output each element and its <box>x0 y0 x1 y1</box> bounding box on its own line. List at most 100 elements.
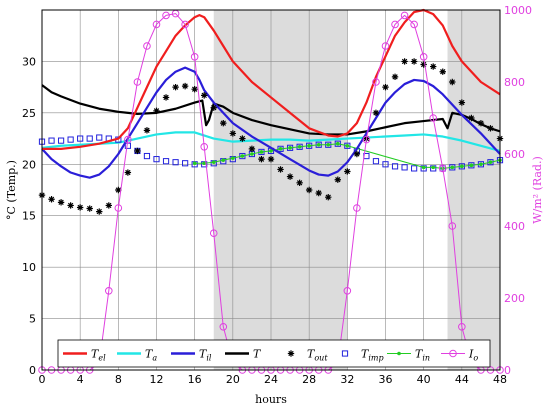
x-tick-label: 8 <box>115 373 122 386</box>
data-point <box>326 142 331 147</box>
data-point <box>401 164 408 171</box>
data-point <box>239 152 246 160</box>
legend-item: Tin <box>387 348 430 363</box>
data-point <box>438 164 447 173</box>
data-point <box>202 161 207 166</box>
data-point <box>114 204 123 212</box>
legend-label: Io <box>468 348 478 363</box>
data-point <box>248 145 256 153</box>
data-point <box>353 204 361 212</box>
y-axis-label-left: °C (Temp.) <box>5 160 18 220</box>
x-tick-label: 36 <box>379 373 393 386</box>
data-point <box>104 287 113 295</box>
y-tick-label-left: 5 <box>29 313 36 326</box>
data-point <box>57 199 65 206</box>
data-point <box>143 42 151 50</box>
data-point <box>382 161 389 168</box>
legend-item: Io <box>441 348 478 363</box>
data-point <box>353 150 361 158</box>
data-point <box>258 155 265 163</box>
data-point <box>411 165 418 172</box>
data-point <box>372 109 380 117</box>
data-point <box>288 146 292 150</box>
tick-labels: 0 4 8 12 16 20 24 28 32 36 40 44 4805101520253002004… <box>22 4 532 386</box>
data-point <box>372 78 380 86</box>
legend-label: Tout <box>307 348 328 363</box>
data-point <box>487 125 494 132</box>
x-tick-label: 24 <box>264 373 278 386</box>
series-t-il <box>41 66 501 179</box>
legend-item: Til <box>171 348 212 363</box>
legend-marker <box>397 351 401 356</box>
y-tick-label-right: 400 <box>504 220 525 233</box>
x-axis-label: hours <box>255 393 287 406</box>
legend-item: T <box>225 348 262 361</box>
data-point <box>267 155 275 163</box>
data-point <box>307 143 311 148</box>
data-point <box>153 156 160 163</box>
data-point <box>401 58 408 65</box>
data-point <box>153 107 160 114</box>
data-point <box>450 165 455 170</box>
x-tick-label: 16 <box>188 373 202 386</box>
shaded-region <box>447 10 500 370</box>
data-point <box>231 156 235 160</box>
data-point <box>297 145 302 149</box>
legend-label: Tin <box>415 348 430 363</box>
legend-item: Timp <box>341 348 384 363</box>
y-tick-label-left: 30 <box>22 55 36 68</box>
series-layer <box>38 8 504 374</box>
data-point <box>152 20 161 29</box>
x-tick-label: 32 <box>340 373 354 386</box>
data-point <box>410 58 418 65</box>
night-shading <box>213 10 500 370</box>
data-point <box>429 114 438 122</box>
data-point <box>420 61 427 68</box>
x-tick-label: 4 <box>77 373 84 386</box>
data-point <box>315 189 322 197</box>
series-line <box>41 84 501 136</box>
data-point <box>240 154 245 158</box>
data-point <box>316 142 321 147</box>
data-point <box>86 135 93 142</box>
y-tick-label-right: 0 <box>504 364 511 377</box>
data-point <box>343 287 352 295</box>
series-t-el <box>42 8 501 150</box>
y-axis-label-right: W/m² (Rad.) <box>531 156 544 224</box>
data-point <box>325 194 332 201</box>
data-point <box>219 323 228 331</box>
legend-item: Ta <box>117 348 157 363</box>
legend-item: Tout <box>287 348 328 363</box>
data-point <box>449 78 456 86</box>
data-point <box>211 160 216 165</box>
data-point <box>143 152 151 160</box>
data-point <box>67 202 74 209</box>
data-point <box>487 159 494 166</box>
data-point <box>200 143 209 151</box>
y-tick-label-left: 15 <box>22 210 36 223</box>
data-point <box>57 137 65 144</box>
data-point <box>133 78 142 86</box>
plot-frame <box>41 9 501 371</box>
data-point <box>381 42 390 50</box>
data-point <box>344 168 351 175</box>
data-point <box>344 142 351 149</box>
data-point <box>143 127 151 134</box>
legend: Tel Ta Til T Tout Timp Tin Io <box>57 339 491 368</box>
data-point <box>86 205 93 212</box>
data-point <box>162 94 170 101</box>
data-point <box>172 159 179 166</box>
data-point <box>400 11 409 20</box>
data-point <box>278 147 283 151</box>
data-point <box>115 186 122 194</box>
legend-label: T <box>253 348 262 361</box>
data-point <box>105 202 112 209</box>
data-point <box>448 222 457 230</box>
y-tick-label-right: 600 <box>504 148 525 161</box>
data-point <box>182 160 189 167</box>
data-point <box>382 83 389 91</box>
data-point <box>48 137 55 144</box>
data-point <box>96 208 103 215</box>
data-point <box>391 163 399 170</box>
x-tick-label: 0 <box>39 373 46 386</box>
